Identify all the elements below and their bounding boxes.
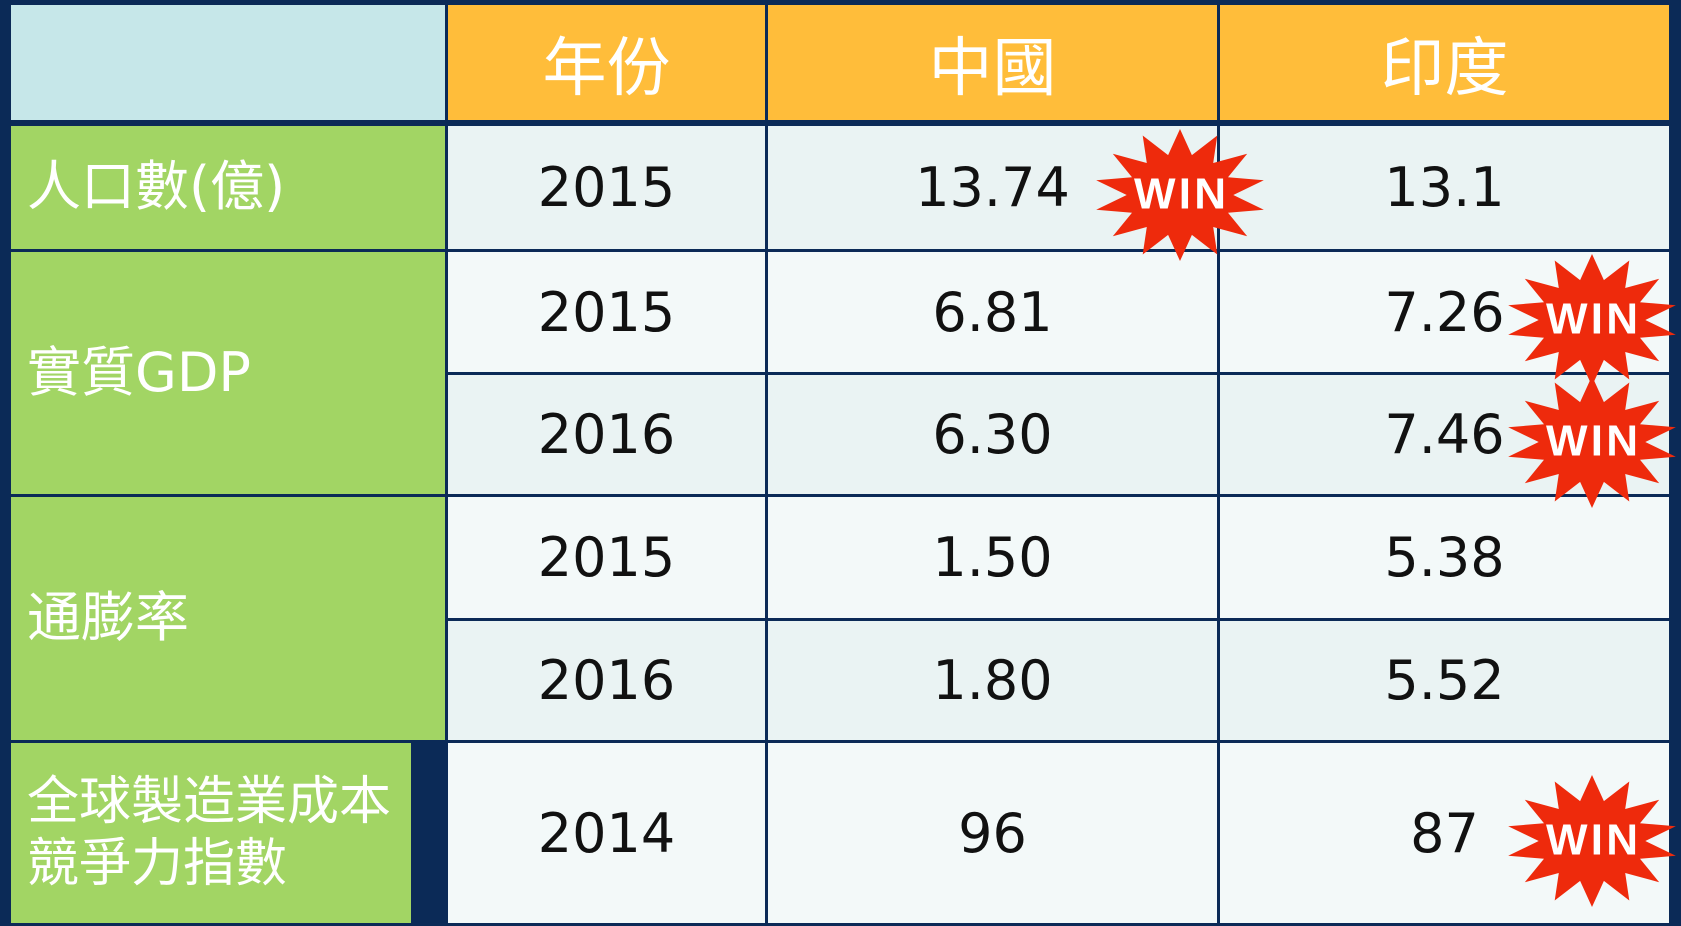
- row-label: 全球製造業成本競爭力指數: [11, 743, 411, 923]
- win-badge: WIN: [1096, 129, 1264, 261]
- value-cell: 1.80: [768, 621, 1217, 740]
- cell-text: 通膨率: [27, 586, 189, 650]
- year-cell: 2016: [448, 621, 765, 740]
- badge-text: WIN: [1134, 170, 1226, 219]
- row-label: 通膨率: [11, 497, 445, 740]
- cell-text: 87: [1410, 801, 1479, 865]
- corner-cell: [11, 5, 445, 120]
- header-cell: 年份: [448, 5, 765, 120]
- cell-text: 2015: [537, 156, 676, 219]
- cell-text: 7.26: [1384, 280, 1505, 344]
- cell-text: 2014: [537, 801, 676, 865]
- badge-text: WIN: [1546, 815, 1638, 864]
- cell-text: 1.80: [932, 649, 1053, 712]
- starburst: [1096, 129, 1264, 261]
- cell-text: 96: [958, 801, 1027, 865]
- year-cell: 2016: [448, 375, 765, 494]
- cell-text: 人口數(億): [27, 155, 286, 219]
- row-label: 人口數(億): [11, 126, 445, 249]
- starburst: [1508, 376, 1676, 508]
- cell-text: 6.30: [932, 403, 1053, 466]
- win-badge: WIN: [1508, 376, 1676, 508]
- cell-text: 6.81: [932, 280, 1053, 344]
- cell-text: 中國: [928, 31, 1057, 106]
- cell-text: 2015: [537, 526, 676, 589]
- year-cell: 2015: [448, 252, 765, 372]
- value-cell: 6.81: [768, 252, 1217, 372]
- value-cell: 5.38: [1220, 497, 1669, 618]
- win-badge: WIN: [1508, 253, 1676, 386]
- cell-text: 7.46: [1384, 403, 1505, 466]
- cell-text: 印度: [1380, 31, 1509, 106]
- cell-text: 1.50: [932, 526, 1053, 589]
- cell-text: 年份: [542, 31, 671, 106]
- cell-text: 13.1: [1384, 156, 1505, 219]
- starburst: [1508, 253, 1676, 386]
- value-cell: 1.50: [768, 497, 1217, 618]
- cell-text: 13.74: [915, 156, 1070, 219]
- starburst: [1508, 774, 1676, 907]
- badge-text: WIN: [1546, 294, 1638, 343]
- value-cell: 13.1: [1220, 126, 1669, 249]
- cell-text: 實質GDP: [27, 340, 251, 404]
- cell-text: 5.38: [1384, 526, 1505, 589]
- cell-text: 2015: [537, 280, 676, 344]
- row-label: 實質GDP: [11, 252, 445, 494]
- value-cell: 96: [768, 743, 1217, 923]
- year-cell: 2015: [448, 126, 765, 249]
- value-cell: 6.30: [768, 375, 1217, 494]
- year-cell: 2014: [448, 743, 765, 923]
- cell-text: 2016: [537, 403, 676, 466]
- win-badge: WIN: [1508, 774, 1676, 907]
- cell-text: 全球製造業成本競爭力指數: [27, 771, 392, 894]
- year-cell: 2015: [448, 497, 765, 618]
- cell-text: 2016: [537, 649, 676, 712]
- value-cell: 5.52: [1220, 621, 1669, 740]
- cell-text: 5.52: [1384, 649, 1505, 712]
- header-cell: 中國: [768, 5, 1217, 120]
- badge-text: WIN: [1546, 417, 1638, 466]
- header-cell: 印度: [1220, 5, 1669, 120]
